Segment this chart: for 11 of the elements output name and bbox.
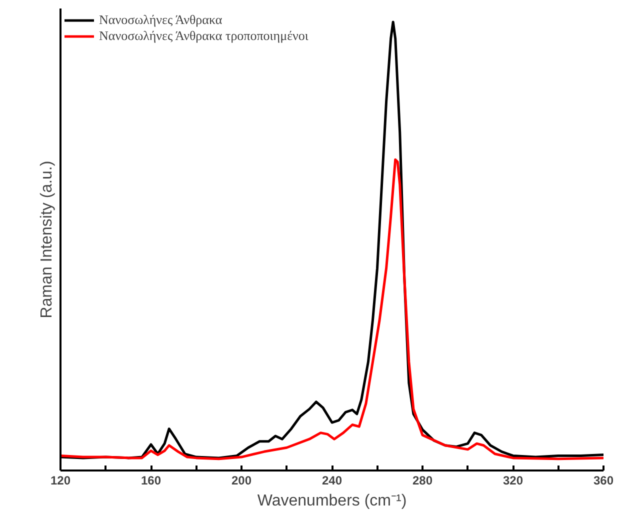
legend-label: Νανοσωλήνες Άνθρακα: [99, 12, 222, 28]
x-tick-label: 240: [322, 474, 342, 488]
x-axis-title: Wavenumbers (cm⁻¹): [257, 492, 407, 510]
x-tick-label: 120: [50, 474, 71, 488]
y-axis-title: Raman Intensity (a.u.): [38, 160, 56, 318]
x-tick-label: 200: [231, 474, 252, 488]
legend-label: Νανοσωλήνες Άνθρακα τροποποιημένοι: [99, 28, 308, 44]
x-tick-label: 320: [502, 474, 524, 488]
x-tick-label: 280: [412, 474, 433, 488]
x-tick-label: 160: [140, 474, 162, 488]
x-tick-label: 360: [593, 474, 614, 488]
